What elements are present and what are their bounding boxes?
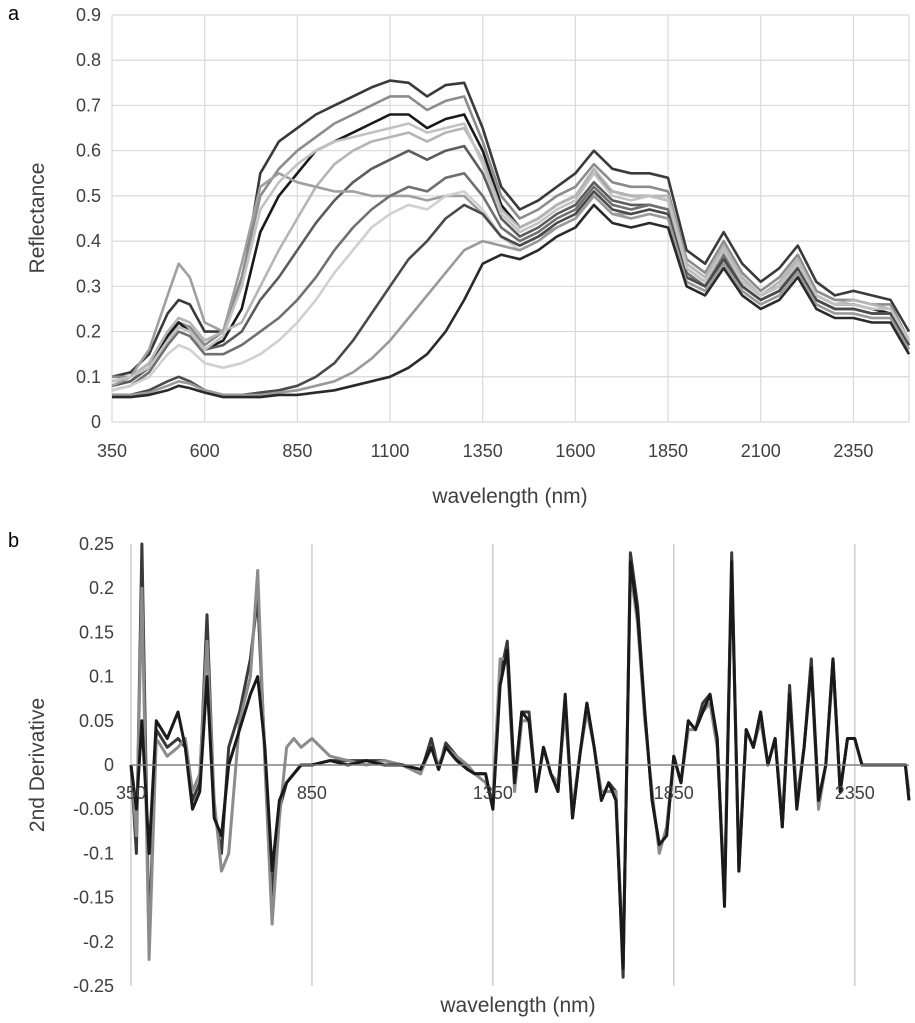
reflectance-series-line [111, 190, 911, 392]
reflectance-x-axis-title: wavelength (nm) [431, 485, 587, 508]
reflectance-x-tick-label: 600 [190, 441, 220, 461]
derivative-y-tick-label: -0.05 [73, 799, 114, 819]
derivative-y-tick-label: 0.1 [89, 667, 114, 687]
reflectance-x-tick-label: 1100 [371, 441, 410, 461]
derivative-y-tick-label: 0.2 [89, 578, 114, 598]
derivative-series-line [129, 560, 911, 970]
derivative-x-ticks: 350 850 1350 1850 2350 [116, 783, 875, 803]
reflectance-y-tick-label: 0.4 [76, 231, 101, 251]
derivative-x-tick-label: 850 [297, 783, 327, 803]
reflectance-chart: 0 0.1 0.2 0.3 0.4 0.5 0.6 0.7 0.8 0.9 350 600 850 11… [26, 5, 911, 508]
reflectance-series-line [111, 113, 911, 388]
derivative-y-tick-label: -0.15 [73, 888, 114, 908]
derivative-series [129, 542, 911, 979]
panel-a-label: a [8, 3, 20, 25]
reflectance-x-tick-label: 1350 [463, 441, 503, 461]
reflectance-x-tick-label: 2350 [833, 441, 873, 461]
reflectance-x-tick-label: 1850 [648, 441, 688, 461]
reflectance-y-tick-label: 0.1 [76, 367, 101, 387]
reflectance-y-tick-label: 0 [91, 412, 101, 432]
derivative-y-tick-label: 0.15 [79, 622, 114, 642]
derivative-x-tick-label: 2350 [835, 783, 875, 803]
derivative-y-ticks: 0.25 0.2 0.15 0.1 0.05 0 -0.05 -0.1 -0.15 -0.2 -0.… [73, 534, 114, 996]
reflectance-series-line [111, 126, 911, 383]
derivative-y-tick-label: 0.05 [79, 711, 114, 731]
reflectance-y-tick-label: 0.5 [76, 186, 101, 206]
derivative-y-axis-title: 2nd Derivative [26, 698, 49, 832]
reflectance-y-tick-label: 0.3 [76, 276, 101, 296]
reflectance-y-ticks: 0 0.1 0.2 0.3 0.4 0.5 0.6 0.7 0.8 0.9 [76, 5, 101, 432]
reflectance-series-line [112, 203, 911, 399]
reflectance-x-tick-label: 350 [97, 441, 127, 461]
reflectance-y-axis-title: Reflectance [26, 163, 49, 274]
reflectance-series-line [112, 194, 911, 397]
derivative-x-tick-label: 1350 [473, 783, 513, 803]
reflectance-series-line [112, 95, 911, 379]
derivative-x-tick-label: 350 [116, 783, 146, 803]
reflectance-y-tick-label: 0.2 [76, 322, 101, 342]
reflectance-y-tick-label: 0.6 [76, 141, 101, 161]
derivative-y-tick-label: -0.2 [83, 932, 114, 952]
derivative-x-tick-label: 1850 [654, 783, 694, 803]
reflectance-y-tick-label: 0.7 [76, 95, 101, 115]
reflectance-y-tick-label: 0.8 [76, 50, 101, 70]
reflectance-y-tick-label: 0.9 [76, 5, 101, 25]
derivative-y-tick-label: 0 [104, 755, 114, 775]
reflectance-series [111, 79, 911, 399]
reflectance-x-tick-label: 850 [282, 441, 312, 461]
panel-b-label: b [8, 530, 19, 552]
reflectance-x-tick-label: 2100 [741, 441, 781, 461]
derivative-y-tick-label: 0.25 [79, 534, 114, 554]
derivative-x-axis-title: wavelength (nm) [439, 994, 595, 1017]
reflectance-series-line [111, 122, 911, 383]
derivative-y-tick-label: -0.25 [73, 976, 114, 996]
reflectance-x-tick-label: 1600 [555, 441, 595, 461]
reflectance-x-ticks: 350 600 850 1100 1350 1600 1850 2100 2350 [97, 441, 873, 461]
derivative-y-tick-label: -0.1 [83, 843, 114, 863]
second-derivative-chart: 0.25 0.2 0.15 0.1 0.05 0 -0.05 -0.1 -0.15 -0.2 -0.… [26, 534, 911, 1017]
